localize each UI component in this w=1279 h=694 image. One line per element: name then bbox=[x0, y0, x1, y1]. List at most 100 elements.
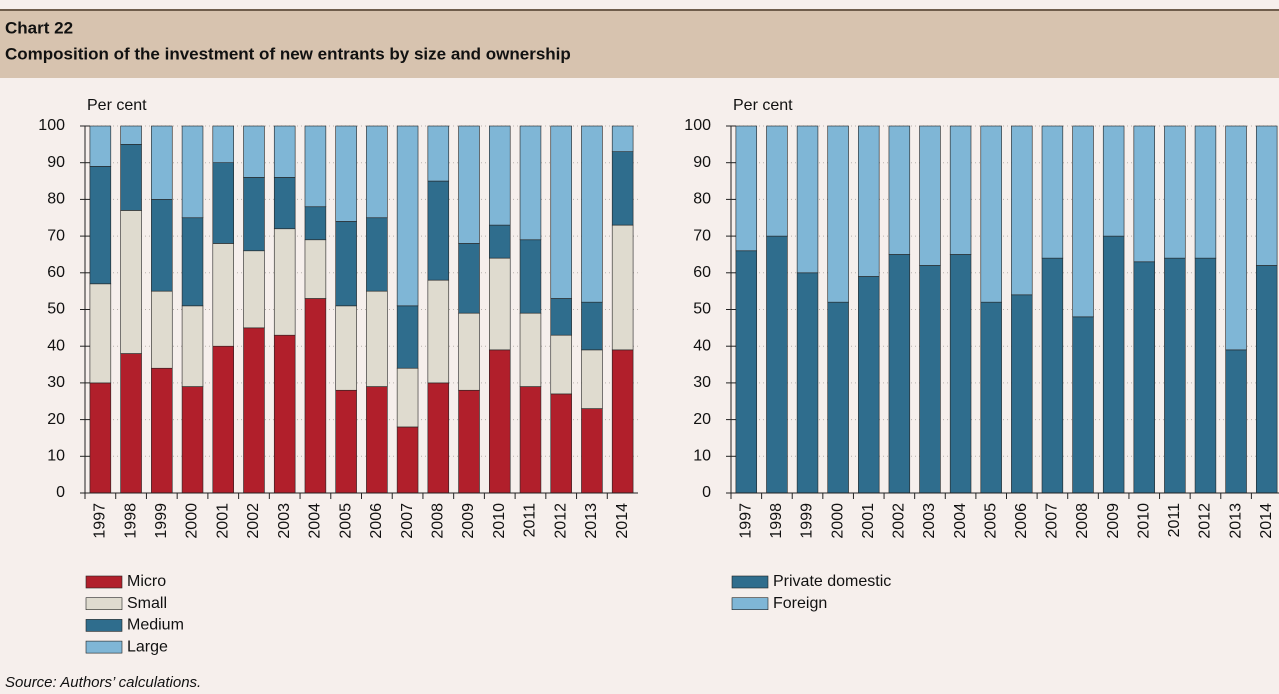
bar-segment bbox=[335, 125, 357, 222]
bar-segment bbox=[550, 298, 572, 336]
bar-segment bbox=[458, 125, 480, 244]
x-tick-label: 2010 bbox=[1135, 503, 1152, 539]
x-tick-label: 2001 bbox=[860, 503, 877, 539]
bar-segment bbox=[919, 265, 941, 494]
bar-segment bbox=[212, 125, 234, 164]
x-tick-label: 1997 bbox=[92, 503, 109, 539]
bar-segment bbox=[1133, 125, 1155, 263]
y-tick-label: 100 bbox=[38, 117, 65, 134]
bar-segment bbox=[1072, 316, 1094, 494]
y-tick-label: 70 bbox=[47, 227, 65, 244]
bar-segment bbox=[888, 254, 911, 494]
chart-label: Chart 22 bbox=[5, 18, 73, 37]
bar-segment bbox=[519, 386, 542, 494]
bar-segment bbox=[366, 125, 388, 219]
bar-segment bbox=[243, 250, 265, 329]
x-tick-label: 2011 bbox=[522, 503, 539, 538]
bar-segment bbox=[151, 290, 173, 369]
y-tick-label: 80 bbox=[693, 191, 711, 208]
x-tick-label: 2011 bbox=[1166, 503, 1183, 538]
bar-segment bbox=[949, 125, 972, 255]
bar-segment bbox=[1255, 125, 1278, 266]
x-tick-label: 2007 bbox=[1044, 503, 1061, 539]
legend-swatch bbox=[85, 597, 123, 611]
y-tick-label: 30 bbox=[693, 374, 711, 391]
bar-segment bbox=[949, 254, 972, 494]
bar-segment bbox=[396, 125, 419, 307]
y-tick-label: 0 bbox=[56, 484, 65, 501]
bar-segment bbox=[1194, 257, 1217, 494]
bar-segment bbox=[427, 382, 450, 494]
x-tick-label: 2012 bbox=[552, 503, 569, 539]
legend-swatch bbox=[85, 640, 123, 654]
y-tick-label: 40 bbox=[47, 337, 65, 354]
y-axis-label: Per cent bbox=[87, 97, 147, 114]
bar-segment bbox=[89, 166, 112, 285]
bar-segment bbox=[243, 327, 265, 494]
bar-segment bbox=[273, 334, 296, 494]
x-tick-label: 2005 bbox=[337, 503, 354, 539]
y-tick-label: 60 bbox=[693, 264, 711, 281]
bar-segment bbox=[1164, 125, 1186, 259]
x-tick-label: 2006 bbox=[1013, 503, 1030, 539]
y-axis-label: Per cent bbox=[733, 97, 793, 114]
bar-segment bbox=[120, 144, 142, 211]
y-tick-label: 10 bbox=[693, 448, 711, 465]
bar-segment bbox=[766, 235, 788, 494]
x-tick-label: 2010 bbox=[491, 503, 508, 539]
bar-segment bbox=[919, 125, 941, 266]
y-tick-label: 0 bbox=[702, 484, 711, 501]
bar-segment bbox=[519, 239, 542, 314]
bar-segment bbox=[396, 426, 419, 494]
bar-segment bbox=[181, 305, 204, 387]
bar-segment bbox=[396, 305, 419, 369]
bar-segment bbox=[980, 125, 1002, 303]
x-tick-label: 2001 bbox=[214, 503, 231, 539]
bar-segment bbox=[1011, 125, 1033, 296]
x-tick-label: 2005 bbox=[982, 503, 999, 539]
y-tick-label: 40 bbox=[693, 337, 711, 354]
bar-segment bbox=[181, 125, 204, 219]
x-tick-label: 2013 bbox=[583, 503, 600, 539]
bar-segment bbox=[1225, 125, 1247, 351]
x-tick-label: 2003 bbox=[921, 503, 938, 539]
x-tick-label: 2004 bbox=[307, 503, 324, 539]
legend-label: Private domestic bbox=[773, 573, 891, 590]
y-tick-label: 50 bbox=[47, 301, 65, 318]
bar-segment bbox=[273, 228, 296, 336]
bar-segment bbox=[827, 301, 849, 494]
x-tick-label: 2006 bbox=[368, 503, 385, 539]
x-tick-label: 2002 bbox=[245, 503, 262, 539]
bar-segment bbox=[181, 386, 204, 494]
bar-segment bbox=[581, 125, 603, 303]
bar-segment bbox=[304, 239, 327, 299]
bar-segment bbox=[1041, 257, 1064, 494]
x-tick-label: 2012 bbox=[1197, 503, 1214, 539]
bar-segment bbox=[427, 125, 450, 182]
x-tick-label: 1999 bbox=[799, 503, 816, 539]
bar-segment bbox=[581, 349, 603, 409]
bar-segment bbox=[550, 393, 572, 494]
legend-label: Micro bbox=[127, 573, 166, 590]
bar-segment bbox=[458, 243, 480, 314]
bar-segment bbox=[550, 125, 572, 299]
bar-segment bbox=[304, 298, 327, 494]
bar-segment bbox=[1133, 261, 1155, 494]
bar-segment bbox=[827, 125, 849, 303]
bar-segment bbox=[304, 206, 327, 241]
bar-segment bbox=[335, 305, 357, 391]
x-tick-label: 2013 bbox=[1227, 503, 1244, 539]
bar-segment bbox=[304, 125, 327, 208]
bar-segment bbox=[89, 283, 112, 384]
x-tick-label: 2000 bbox=[829, 503, 846, 539]
bar-segment bbox=[427, 279, 450, 384]
bar-segment bbox=[181, 217, 204, 307]
bar-segment bbox=[1041, 125, 1064, 259]
x-tick-label: 2007 bbox=[399, 503, 416, 539]
x-tick-label: 1999 bbox=[153, 503, 170, 539]
x-tick-label: 1997 bbox=[738, 503, 755, 539]
bar-segment bbox=[243, 177, 265, 252]
bar-segment bbox=[1102, 125, 1125, 237]
bar-segment bbox=[212, 243, 234, 347]
